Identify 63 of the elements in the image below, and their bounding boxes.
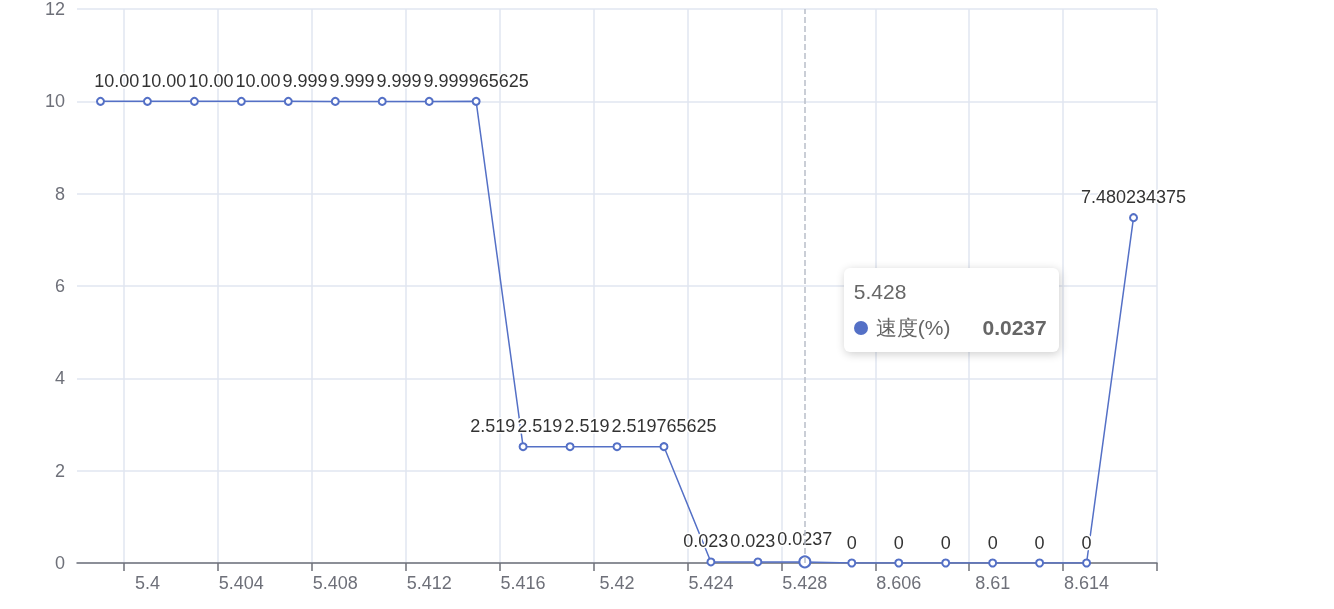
y-tick-label: 6 — [54, 276, 65, 296]
x-tick-label: 5.404 — [218, 573, 264, 593]
point — [1082, 558, 1092, 568]
point — [189, 96, 199, 106]
data-label: 0.023 — [730, 531, 776, 552]
point — [1035, 558, 1045, 568]
point — [95, 96, 105, 106]
data-label: 9.999 — [282, 70, 328, 91]
annotation: 0.0237 — [982, 315, 1047, 341]
x-tick-label: 5.412 — [406, 573, 452, 593]
x-tick-label: 5.408 — [312, 573, 358, 593]
y-tick-label: 4 — [54, 368, 65, 389]
x-tick-label: 5.416 — [500, 573, 546, 593]
point — [518, 442, 528, 452]
x-tick-label: 5.42 — [599, 573, 635, 593]
data-label: 0 — [987, 532, 998, 553]
data-label: 0 — [893, 532, 904, 553]
data-label: 0 — [1034, 532, 1045, 553]
point — [706, 557, 716, 567]
data-label: 9.999 — [329, 70, 375, 91]
data-label: 2.519765625 — [611, 416, 717, 437]
point — [142, 96, 152, 106]
y-tick-label: 10 — [44, 91, 65, 112]
data-label: 9.999 — [376, 70, 422, 91]
data-label: 0 — [846, 532, 857, 553]
y-tick-label: 8 — [54, 183, 65, 204]
annotation: 5.428 — [853, 280, 907, 303]
point — [377, 96, 387, 106]
data-label: 0 — [940, 532, 951, 553]
data-label: 10.00 — [235, 70, 281, 91]
data-label: 10.00 — [94, 70, 140, 91]
point — [988, 558, 998, 568]
legend-label: 速度(%) — [875, 315, 951, 341]
point — [847, 558, 857, 568]
x-tick-label: 8.606 — [876, 573, 922, 593]
point — [659, 442, 669, 452]
data-label: 7.480234375 — [1080, 187, 1187, 208]
x-tick-label: 8.614 — [1064, 573, 1110, 593]
y-tick-label: 0 — [54, 553, 65, 573]
tooltip: 5.428 速度(%) 0.0237 — [843, 268, 1059, 352]
point — [283, 96, 293, 106]
point — [565, 442, 575, 452]
point — [753, 557, 763, 567]
data-label: 0.0237 — [777, 529, 833, 550]
x-tick-label: 8.61 — [975, 573, 1011, 593]
point — [941, 558, 951, 568]
data-label: 9.999965625 — [423, 70, 529, 91]
point — [1129, 213, 1139, 223]
data-label: 10.00 — [141, 70, 187, 91]
y-tick-label: 12 — [44, 0, 65, 19]
x-tick-label: 5.4 — [134, 573, 160, 593]
point — [424, 96, 434, 106]
y-tick-label: 2 — [54, 460, 65, 481]
x-tick-label: 5.424 — [688, 573, 734, 593]
point — [894, 558, 904, 568]
x-tick-label: 5.428 — [782, 573, 828, 593]
point — [236, 96, 246, 106]
data-label: 10.00 — [188, 70, 234, 91]
point — [330, 96, 340, 106]
point — [471, 96, 481, 106]
data-label: 2.519 — [470, 416, 516, 437]
data-label: 2.519 — [564, 416, 610, 437]
point — [612, 442, 622, 452]
